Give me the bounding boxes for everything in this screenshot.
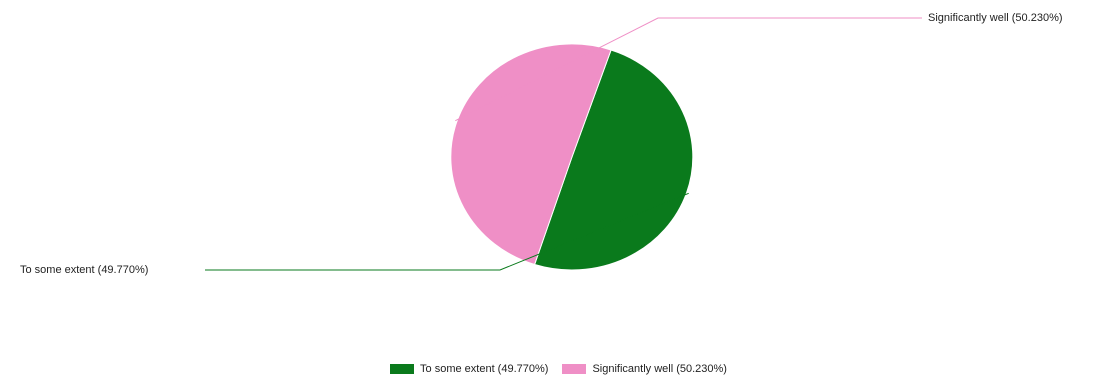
legend-item-to-some-extent: To some extent (49.770%) <box>390 363 548 375</box>
legend-item-significantly-well: Significantly well (50.230%) <box>562 363 727 375</box>
callout-line-significantly-well <box>455 17 922 122</box>
pie-callouts: To some extent (49.770%) Significantly we… <box>20 12 1063 276</box>
legend-label-significantly-well: Significantly well (50.230%) <box>592 363 727 375</box>
callout-label-significantly-well: Significantly well (50.230%) <box>928 12 1063 24</box>
pie-slices <box>450 43 694 271</box>
legend-label-to-some-extent: To some extent (49.770%) <box>420 363 549 375</box>
legend-swatch-significantly-well <box>562 364 587 374</box>
callout-line-to-some-extent <box>205 192 689 271</box>
pie-slice-significantly-well <box>450 43 612 266</box>
callout-label-to-some-extent: To some extent (49.770%) <box>20 264 148 276</box>
pie-slice-to-some-extent <box>533 49 694 271</box>
legend-swatch-to-some-extent <box>390 364 415 374</box>
chart-legend: To some extent (49.770%) Significantly w… <box>0 363 1117 375</box>
